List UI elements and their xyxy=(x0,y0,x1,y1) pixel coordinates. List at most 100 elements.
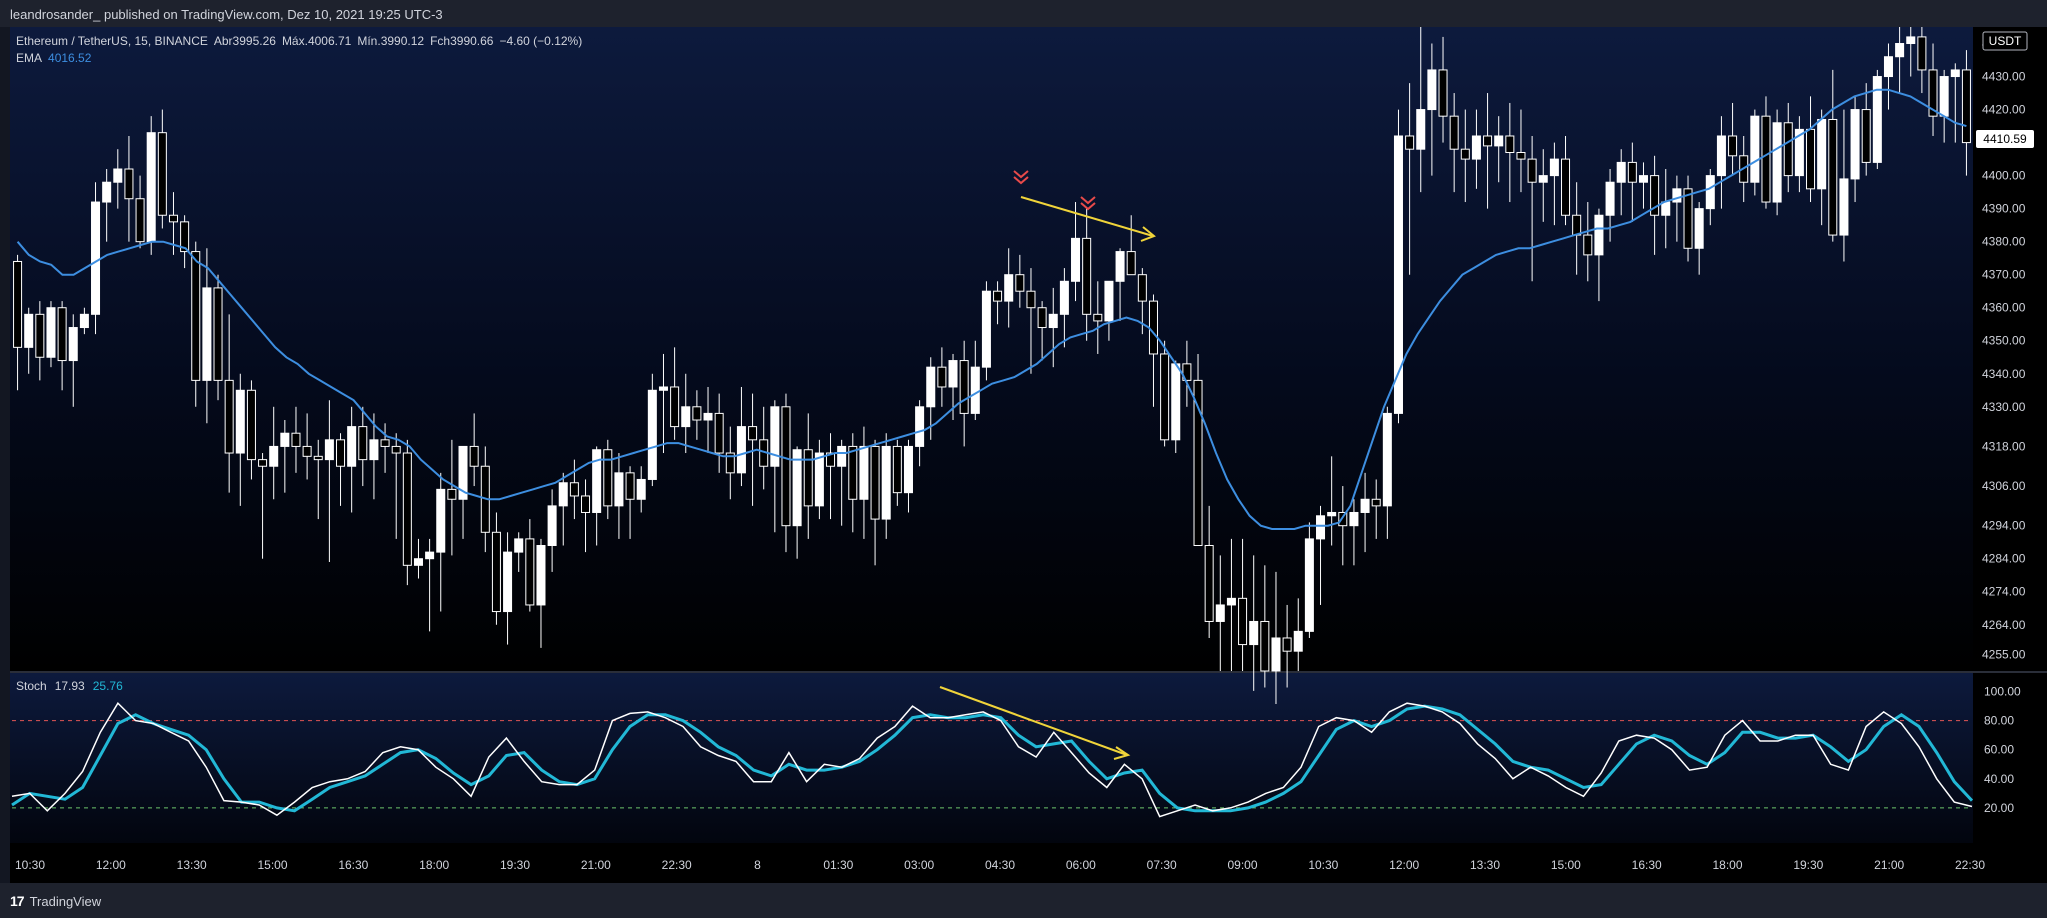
price-tick-label: 4255.00 xyxy=(1982,647,2026,661)
candle-body xyxy=(1872,76,1882,163)
stoch-d-value: 25.76 xyxy=(93,679,123,693)
time-tick-label: 03:00 xyxy=(904,858,934,872)
candle-body xyxy=(1928,69,1938,117)
candle-body xyxy=(1794,128,1804,177)
tradingview-brand[interactable]: 17 TradingView xyxy=(10,893,101,909)
stoch-legend: Stoch 17.93 25.76 xyxy=(16,679,123,693)
time-tick-label: 10:30 xyxy=(1308,858,1338,872)
candle-body xyxy=(491,531,501,613)
candle-body xyxy=(1950,69,1960,78)
brand-label: TradingView xyxy=(29,893,102,909)
candle-body xyxy=(926,366,936,408)
candle-body xyxy=(1148,300,1158,355)
candle-body xyxy=(670,386,680,428)
time-tick-label: 16:30 xyxy=(1632,858,1662,872)
main-annotations xyxy=(1013,170,1156,242)
candle-body xyxy=(469,445,479,467)
candle-body xyxy=(324,439,334,461)
price-tick-label: 4360.00 xyxy=(1982,301,2026,315)
candle-body xyxy=(79,313,89,329)
time-tick-label: 19:30 xyxy=(500,858,530,872)
trendline-arrowhead xyxy=(1140,226,1156,242)
candle-body xyxy=(692,406,702,421)
candle-body xyxy=(525,538,535,606)
candle-body xyxy=(1238,597,1248,646)
candle-body xyxy=(948,360,958,388)
stoch-pane-background xyxy=(10,673,1973,843)
candle-body xyxy=(1505,135,1515,153)
candle-body xyxy=(24,313,34,348)
candle-body xyxy=(1360,498,1370,513)
candle-body xyxy=(1806,128,1816,190)
time-tick-label: 13:30 xyxy=(1470,858,1500,872)
price-tick-label: 4318.00 xyxy=(1982,439,2026,453)
trendline-arrowhead xyxy=(1113,746,1131,760)
price-tick-label: 4264.00 xyxy=(1982,618,2026,632)
bearish-trendline[interactable] xyxy=(939,686,1128,756)
time-axis[interactable]: 10:30 12:00 13:30 15:00 16:30 18:00 19:30 21:00… xyxy=(15,858,1985,872)
high-label: Máx. xyxy=(282,34,308,48)
time-tick-label: 15:00 xyxy=(257,858,287,872)
chart-canvas[interactable]: 4255.00 4264.00 4274.00 4284.00 4294.00 4306.… xyxy=(0,10,2047,883)
candle-body xyxy=(1015,274,1025,292)
candle-body xyxy=(569,482,579,497)
candle-body xyxy=(1850,109,1860,180)
stoch-axis[interactable]: 20.00 40.00 60.00 80.00 100.00 xyxy=(1984,685,2021,815)
stoch-tick-label: 60.00 xyxy=(1984,743,2014,757)
ema-label: EMA xyxy=(16,51,42,65)
stoch-tick-label: 100.00 xyxy=(1984,685,2021,699)
candle-body xyxy=(91,201,101,315)
bearish-trendline[interactable] xyxy=(1020,196,1154,237)
candle-body xyxy=(336,439,346,467)
open-value: 3995.26 xyxy=(233,34,277,48)
candle-body xyxy=(1605,181,1615,216)
candle-body xyxy=(1527,158,1537,183)
candle-body xyxy=(514,538,524,553)
price-tick-label: 4390.00 xyxy=(1982,202,2026,216)
price-tick-label: 4350.00 xyxy=(1982,334,2026,348)
candle-body xyxy=(1304,538,1314,632)
candle-body xyxy=(302,445,312,457)
candle-body xyxy=(1483,135,1493,147)
time-tick-label: 12:00 xyxy=(96,858,126,872)
candle-body xyxy=(1093,313,1103,322)
candle-body xyxy=(547,505,557,547)
candle-body xyxy=(1906,36,1916,45)
candle-body xyxy=(35,313,45,358)
candle-body xyxy=(1037,307,1047,329)
legend-line: Ethereum / TetherUS, 15, BINANCE Abr3995.… xyxy=(16,34,582,48)
time-tick-label: 21:00 xyxy=(581,858,611,872)
candle-body xyxy=(1471,135,1481,160)
time-tick-label: 22:30 xyxy=(1955,858,1985,872)
candle-body xyxy=(614,472,624,507)
currency-button[interactable] xyxy=(1982,31,2028,51)
candle-body xyxy=(57,307,67,362)
candle-body xyxy=(781,406,791,527)
candle-body xyxy=(1772,122,1782,203)
candle-body xyxy=(1572,214,1582,236)
chart-area[interactable]: 4255.00 4264.00 4274.00 4284.00 4294.00 4306.… xyxy=(0,10,2047,883)
candle-body xyxy=(1538,175,1548,183)
candle-body xyxy=(681,406,691,428)
candle-body xyxy=(1082,237,1092,315)
candle-body xyxy=(146,132,156,243)
double-down-arrow-signal xyxy=(1013,170,1029,185)
close-value: 3990.66 xyxy=(450,34,494,48)
candle-body xyxy=(1137,274,1147,302)
stoch-tick-label: 40.00 xyxy=(1984,772,2014,786)
candle-body xyxy=(113,168,123,183)
candle-body xyxy=(413,558,423,566)
footer-bar: 17 TradingView xyxy=(0,883,2047,918)
candle-body xyxy=(1594,214,1604,256)
candle-body xyxy=(425,551,435,560)
candle-body xyxy=(1249,620,1259,646)
stoch-tick-label: 80.00 xyxy=(1984,714,2014,728)
candle-body xyxy=(1438,69,1448,117)
candle-body xyxy=(748,426,758,441)
candle-body xyxy=(714,412,724,454)
candle-body xyxy=(1783,122,1793,177)
candle-body xyxy=(1650,175,1660,216)
candle-body xyxy=(1260,620,1270,672)
candle-body xyxy=(792,449,802,527)
candle-body xyxy=(859,445,869,500)
